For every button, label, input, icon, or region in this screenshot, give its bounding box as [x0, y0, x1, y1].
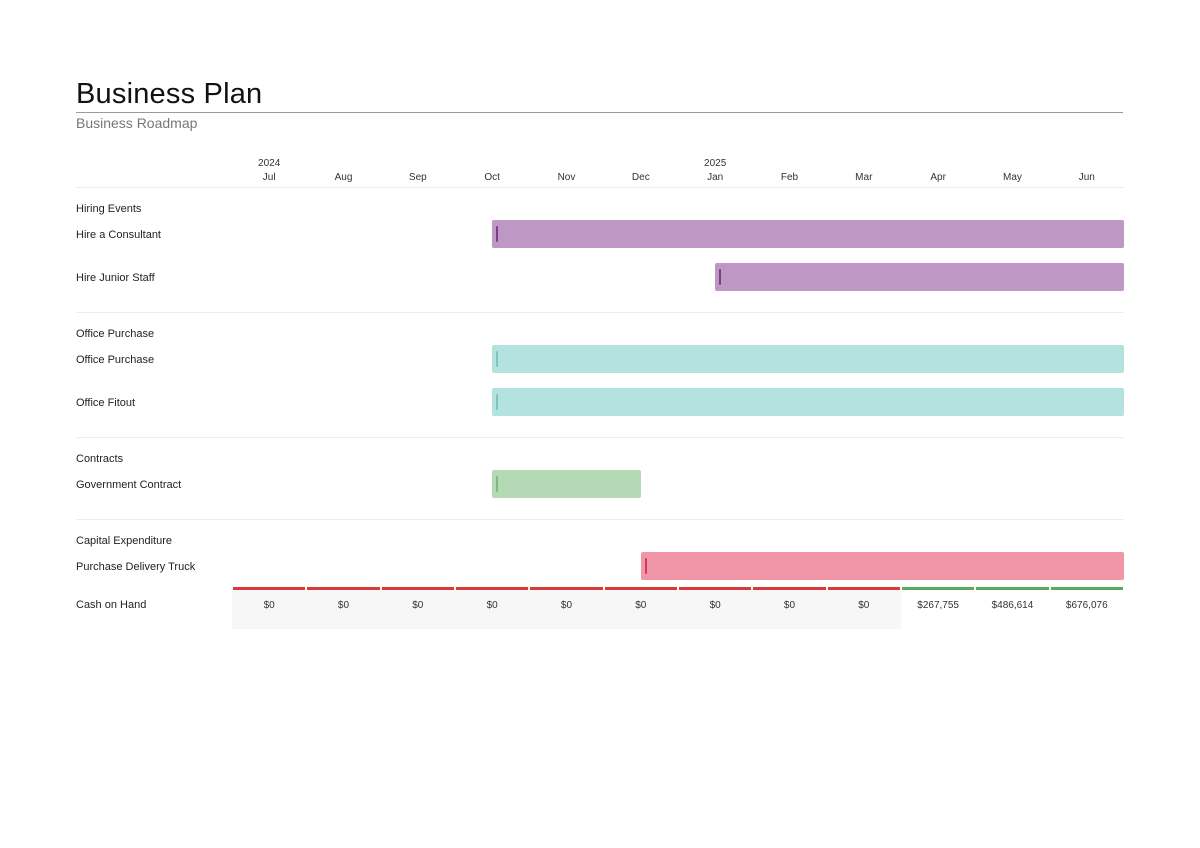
- task-start-marker: [496, 226, 499, 242]
- task-bar: [492, 470, 641, 498]
- task-label: Hire a Consultant: [76, 229, 161, 241]
- cash-indicator: [678, 587, 752, 590]
- cash-on-hand-label: Cash on Hand: [76, 599, 147, 611]
- cash-indicator: [604, 587, 677, 590]
- task-label: Hire Junior Staff: [76, 272, 155, 284]
- cash-value: $486,614: [991, 600, 1034, 611]
- cash-value: $0: [858, 600, 870, 611]
- group-divider: [76, 312, 1124, 313]
- task-start-marker: [496, 476, 499, 492]
- month-label: Mar: [855, 172, 873, 183]
- cash-value: $0: [263, 600, 275, 611]
- cash-value: $0: [560, 600, 573, 611]
- task-bar: [492, 220, 1124, 248]
- cash-negative-background: [232, 589, 901, 629]
- year-label: 2025: [704, 158, 727, 169]
- task-start-marker: [496, 351, 499, 367]
- month-label: Jan: [707, 172, 724, 183]
- cash-indicator: [827, 587, 900, 590]
- group-label: Capital Expenditure: [76, 535, 173, 547]
- cash-value: $0: [783, 600, 796, 611]
- page-subtitle: Business Roadmap: [76, 115, 198, 131]
- task-label: Government Contract: [76, 479, 182, 491]
- month-label: Nov: [557, 172, 576, 183]
- month-label: Dec: [631, 172, 650, 183]
- cash-value: $0: [709, 600, 721, 611]
- cash-value: $0: [412, 600, 424, 611]
- cash-indicator: [1050, 587, 1123, 590]
- page-title: Business Plan: [76, 78, 263, 110]
- group-divider: [76, 437, 1124, 438]
- month-label: Jun: [1078, 172, 1095, 183]
- month-label: Oct: [484, 172, 500, 183]
- month-label: Jul: [262, 172, 276, 183]
- cash-indicator: [455, 587, 529, 590]
- cash-indicator: [233, 587, 306, 590]
- task-bar: [492, 345, 1124, 373]
- task-start-marker: [496, 394, 499, 410]
- cash-indicator: [381, 587, 454, 590]
- task-label: Office Fitout: [76, 397, 136, 409]
- task-bar: [640, 552, 1124, 580]
- task-bar: [492, 388, 1124, 416]
- month-label: Feb: [780, 172, 799, 183]
- task-start-marker: [644, 558, 647, 574]
- cash-indicator: [753, 587, 826, 590]
- cash-value: $0: [635, 600, 647, 611]
- cash-indicator: [901, 587, 975, 590]
- task-label: Office Purchase: [76, 354, 155, 366]
- year-label: 2024: [258, 158, 281, 169]
- group-divider: [76, 519, 1124, 520]
- group-label: Office Purchase: [76, 328, 155, 340]
- cash-value: $0: [337, 600, 350, 611]
- group-label: Hiring Events: [76, 203, 142, 215]
- month-label: Sep: [408, 172, 427, 183]
- cash-indicator: [307, 587, 380, 590]
- cash-indicator: [530, 587, 603, 590]
- cash-indicator: [976, 587, 1049, 590]
- cash-value: $676,076: [1065, 600, 1108, 611]
- cash-value: $0: [486, 600, 498, 611]
- task-start-marker: [719, 269, 722, 285]
- month-label: Aug: [334, 172, 353, 183]
- group-label: Contracts: [76, 453, 124, 465]
- month-label: May: [1003, 172, 1022, 183]
- task-label: Purchase Delivery Truck: [76, 561, 196, 573]
- header-divider: [76, 187, 1124, 188]
- month-label: Apr: [930, 172, 946, 183]
- cash-value: $267,755: [917, 600, 959, 611]
- task-bar: [715, 263, 1124, 291]
- title-divider: [76, 112, 1123, 113]
